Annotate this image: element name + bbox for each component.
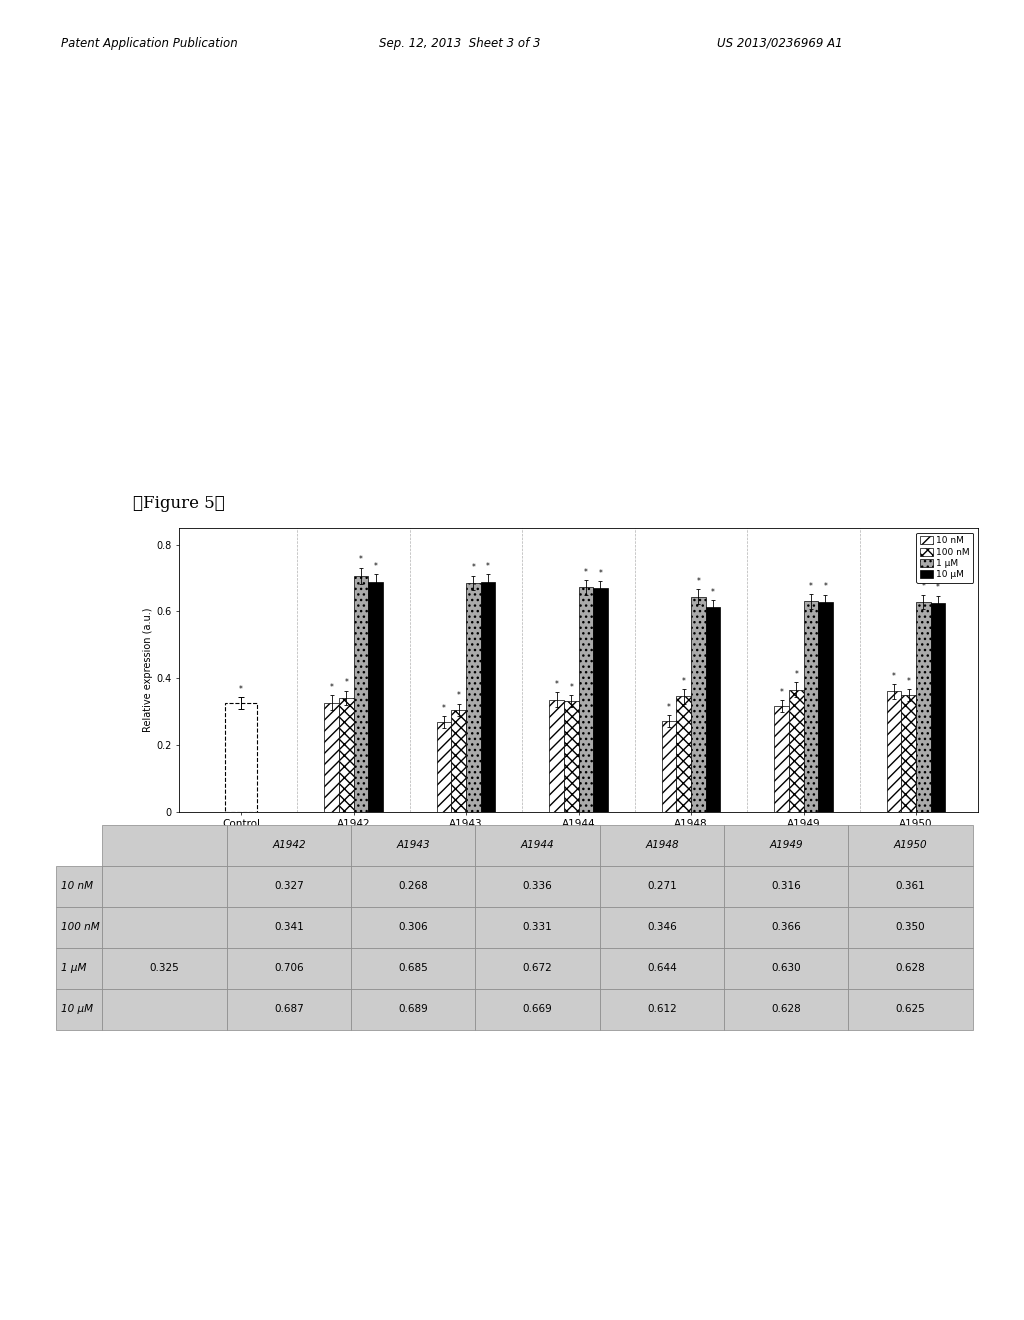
Text: *: * [442, 704, 446, 713]
Bar [452, 710, 466, 812]
Text: *: * [240, 685, 243, 694]
Text: *: * [471, 564, 475, 573]
Text: *: * [779, 688, 783, 697]
Text: *: * [795, 671, 798, 678]
Text: *: * [555, 680, 558, 689]
Bar [662, 721, 677, 812]
Text: *: * [330, 682, 334, 692]
Text: *: * [682, 677, 686, 685]
Text: *: * [668, 704, 671, 711]
Text: *: * [486, 562, 489, 572]
Bar [480, 582, 496, 812]
Text: *: * [907, 677, 910, 685]
Text: *: * [584, 568, 588, 577]
Text: *: * [711, 587, 715, 597]
Bar [901, 694, 916, 812]
Bar [818, 602, 833, 812]
Text: Patent Application Publication: Patent Application Publication [61, 37, 239, 50]
Bar [353, 576, 369, 812]
Text: *: * [936, 583, 940, 593]
Bar [466, 583, 480, 812]
Bar [691, 597, 706, 812]
Text: *: * [569, 682, 573, 692]
Bar [916, 602, 931, 812]
Text: *: * [922, 582, 926, 591]
Text: *: * [696, 577, 700, 586]
Text: *: * [599, 569, 602, 578]
Text: *: * [892, 672, 896, 681]
Y-axis label: Relative expression (a.u.): Relative expression (a.u.) [143, 607, 154, 733]
Text: *: * [344, 678, 348, 688]
Text: *: * [809, 582, 813, 591]
Bar [887, 692, 901, 812]
Bar [225, 704, 257, 812]
Text: Sep. 12, 2013  Sheet 3 of 3: Sep. 12, 2013 Sheet 3 of 3 [379, 37, 541, 50]
Text: *: * [359, 556, 362, 565]
Text: US 2013/0236969 A1: US 2013/0236969 A1 [717, 37, 843, 50]
Bar [706, 607, 720, 812]
Text: 「Figure 5」: 「Figure 5」 [133, 495, 225, 512]
Text: *: * [374, 562, 378, 570]
Bar [549, 700, 564, 812]
Bar [325, 702, 339, 812]
Bar [369, 582, 383, 812]
Bar [774, 706, 788, 812]
Bar [564, 701, 579, 812]
Bar [593, 589, 608, 812]
Legend: 10 nM, 100 nM, 1 μM, 10 μM: 10 nM, 100 nM, 1 μM, 10 μM [916, 532, 974, 583]
Bar [437, 722, 452, 812]
Bar [931, 603, 945, 812]
Text: *: * [823, 582, 827, 591]
Bar [579, 587, 593, 812]
Bar [788, 689, 804, 812]
Text: *: * [457, 692, 461, 701]
Bar [804, 602, 818, 812]
Bar [677, 696, 691, 812]
Bar [339, 698, 353, 812]
